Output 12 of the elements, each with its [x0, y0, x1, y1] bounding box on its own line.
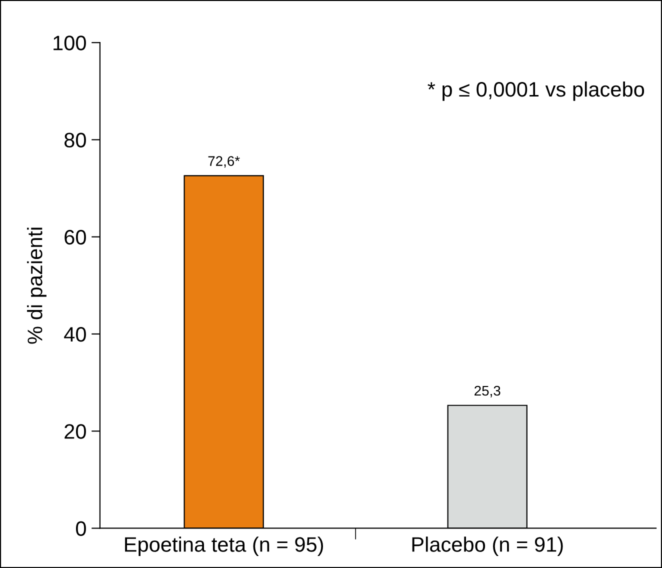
y-tick-label: 100: [54, 36, 86, 50]
data-label: 25,3: [474, 386, 500, 398]
annotation: * p ≤ 0,0001 vs placebo: [428, 81, 644, 101]
y-tick-label: 20: [64, 424, 86, 439]
y-tick-label: 40: [64, 326, 86, 342]
x-tick-label: Placebo (n = 91): [412, 536, 563, 556]
data-label: 72,6*: [208, 156, 240, 168]
y-tick-label: 0: [76, 521, 86, 536]
y-axis-title: % di pazienti: [27, 228, 46, 344]
y-tick-label: 80: [64, 132, 86, 148]
y-tick-label: 60: [64, 230, 86, 245]
x-tick-label: Epoetina teta (n = 95): [125, 536, 324, 556]
